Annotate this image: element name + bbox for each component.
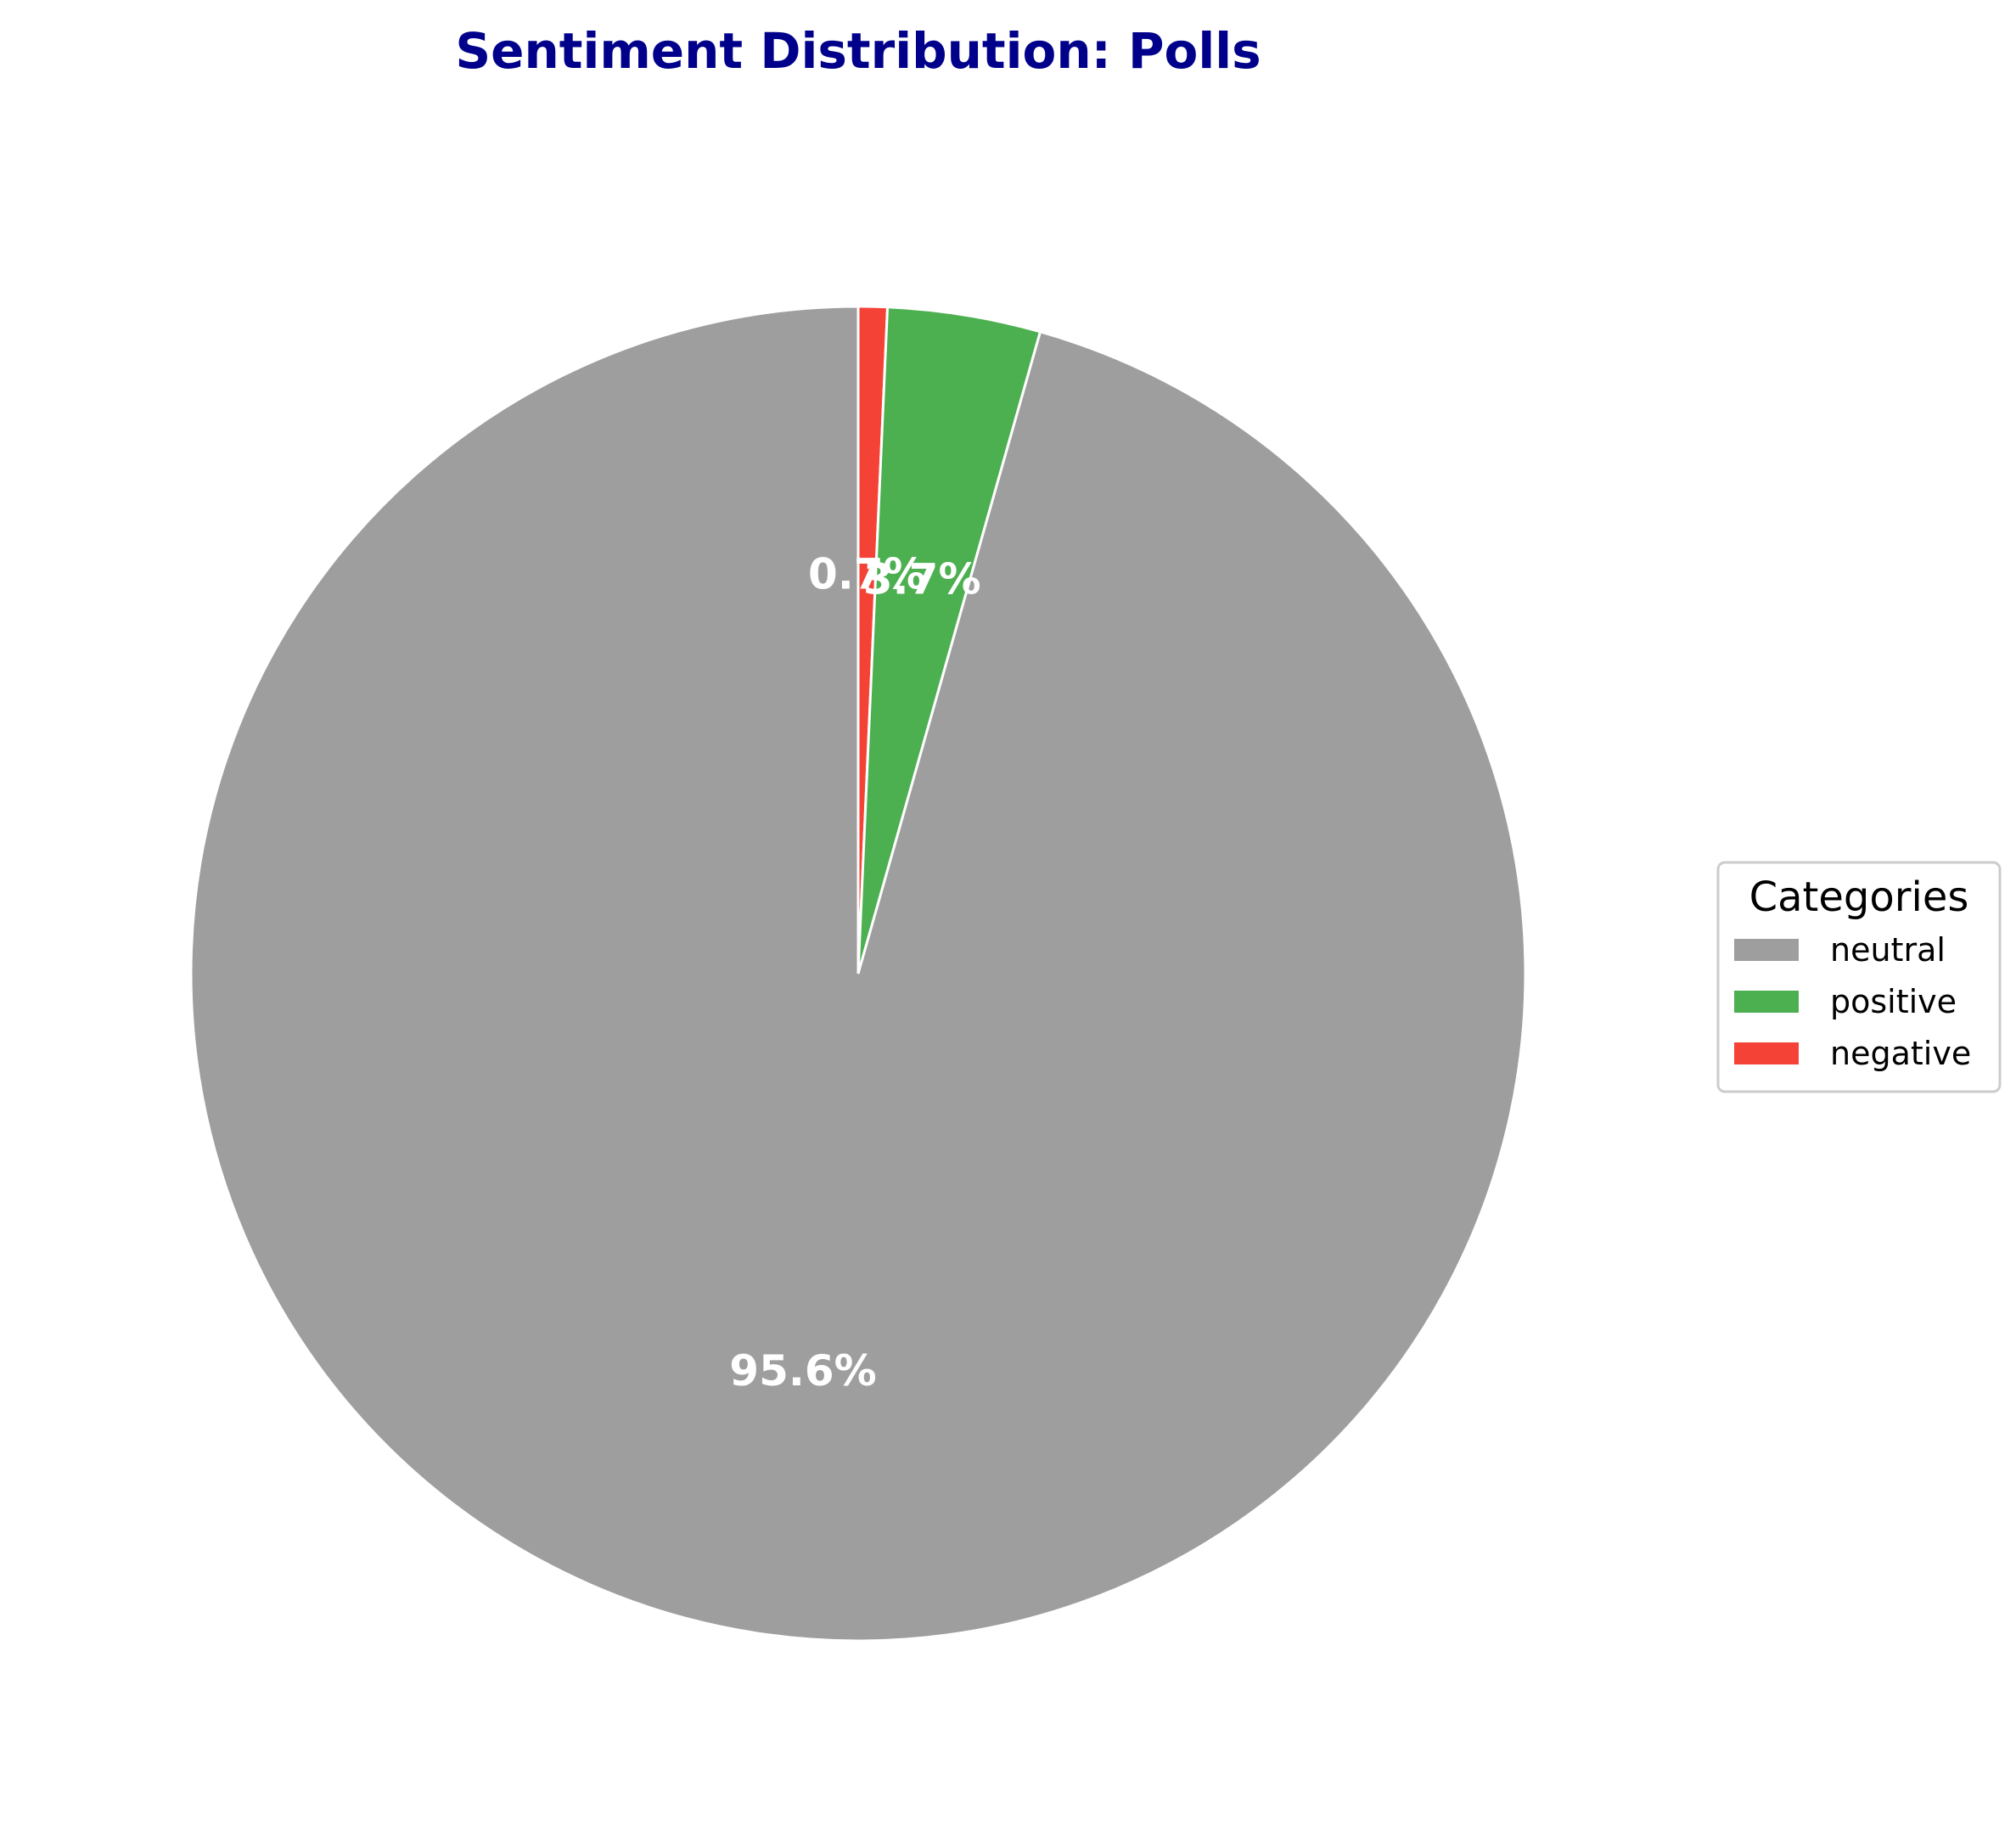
legend-title: Categories — [1749, 873, 1969, 921]
pie-slices — [189, 305, 1527, 1643]
legend-swatch-neutral — [1734, 939, 1799, 961]
legend-entries: neutral positive negative — [1734, 931, 1971, 1072]
legend-label-positive: positive — [1830, 983, 1957, 1020]
pie-percent-labels: 0.7%3.7% 95.6% — [729, 550, 980, 1396]
legend-label-negative: negative — [1830, 1035, 1971, 1072]
legend-label-neutral: neutral — [1830, 931, 1946, 969]
pie-label-neutral: 95.6% — [729, 1346, 876, 1396]
legend-swatch-negative — [1734, 1042, 1799, 1064]
legend: Categories neutral positive negative — [1716, 861, 2002, 1093]
chart-title: Sentiment Distribution: Polls — [455, 22, 1261, 80]
legend-swatch-positive — [1734, 991, 1799, 1013]
pie-label-negative: 0.7% — [808, 550, 926, 599]
legend-frame — [1716, 861, 2002, 1093]
pie-slice-neutral — [189, 305, 1527, 1643]
pie-label-positive: 3.7% — [863, 554, 981, 604]
